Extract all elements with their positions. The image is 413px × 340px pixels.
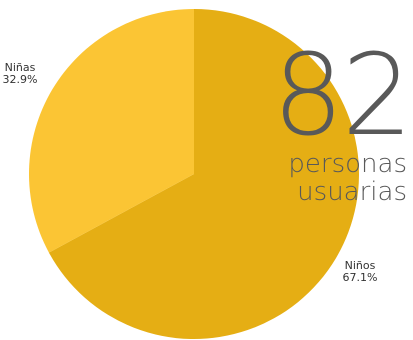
slice-label-value: 67.1% (343, 271, 378, 284)
slice-label-name: Niñas (5, 61, 36, 74)
pie-slices (28, 9, 360, 339)
kpi-caption-line1: personas (288, 149, 407, 179)
kpi-number: 82 (272, 31, 413, 161)
kpi-caption-line2: usuarias (297, 177, 407, 207)
slice-label-value: 32.9% (3, 73, 38, 86)
pie-slice-ninos (48, 9, 360, 339)
kpi-caption: personas usuarias (247, 150, 407, 206)
pie-slice-ninas (28, 9, 194, 253)
slice-label-name: Niños (345, 259, 376, 272)
